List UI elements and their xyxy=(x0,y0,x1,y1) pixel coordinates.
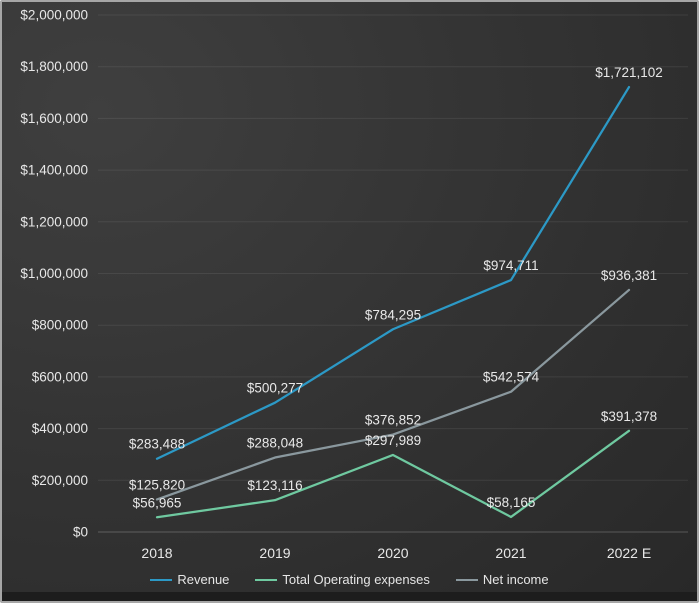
x-axis-label: 2021 xyxy=(495,545,526,561)
data-label: $288,048 xyxy=(247,436,303,451)
y-axis-label: $1,600,000 xyxy=(20,111,88,126)
legend-label: Total Operating expenses xyxy=(282,572,430,587)
bottom-strip xyxy=(2,592,697,601)
data-labels: $283,488 $500,277 $784,295 $974,711 $1,721,1… xyxy=(129,65,663,510)
y-axis-label: $1,400,000 xyxy=(20,163,88,178)
y-axis-label: $2,000,000 xyxy=(20,8,88,23)
series-lines xyxy=(155,85,631,519)
data-label: $56,965 xyxy=(133,495,182,510)
series-line-1 xyxy=(155,429,631,519)
x-axis-label: 2018 xyxy=(141,545,172,561)
x-axis-labels: 2018 2019 2020 2021 2022 E xyxy=(141,545,651,561)
y-axis-label: $0 xyxy=(73,525,88,540)
data-label: $1,721,102 xyxy=(595,65,663,80)
data-label: $500,277 xyxy=(247,381,303,396)
data-label: $125,820 xyxy=(129,477,185,492)
legend-item-total-operating-expenses: Total Operating expenses xyxy=(255,572,430,587)
x-axis-label: 2020 xyxy=(377,545,408,561)
revenue-line-swatch-icon xyxy=(150,578,173,581)
y-axis-label: $200,000 xyxy=(32,473,88,488)
data-label: $974,711 xyxy=(483,258,538,273)
data-label: $542,574 xyxy=(483,370,540,385)
y-axis-label: $1,800,000 xyxy=(20,59,88,74)
legend-item-net-income: Net income xyxy=(455,572,549,587)
x-axis-label: 2022 E xyxy=(607,545,651,561)
data-label: $123,116 xyxy=(247,478,302,493)
data-label: $784,295 xyxy=(365,307,421,322)
data-label: $58,165 xyxy=(487,495,536,510)
x-axis-label: 2019 xyxy=(259,545,290,561)
y-axis-label: $1,200,000 xyxy=(20,214,88,229)
legend-item-revenue: Revenue xyxy=(150,572,229,587)
data-label: $936,381 xyxy=(601,268,657,283)
net-income-line-swatch-icon xyxy=(455,578,478,581)
series-line-2 xyxy=(155,288,631,501)
data-label: $376,852 xyxy=(365,413,421,428)
series-line-0 xyxy=(155,85,631,460)
y-axis-label: $400,000 xyxy=(32,421,88,436)
legend-label: Revenue xyxy=(177,572,230,587)
y-axis-label: $800,000 xyxy=(32,318,88,333)
expenses-line-swatch-icon xyxy=(255,578,278,581)
data-label: $391,378 xyxy=(601,409,657,424)
chart-legend: Revenue Total Operating expenses Net inc… xyxy=(2,572,697,587)
legend-label: Net income xyxy=(482,572,549,587)
y-axis-label: $1,000,000 xyxy=(20,266,88,281)
data-label: $297,989 xyxy=(365,433,421,448)
data-label: $283,488 xyxy=(129,437,185,452)
y-axis-labels: $0 $200,000 $400,000 $600,000 $800,000 $1,000… xyxy=(20,8,88,540)
gridlines xyxy=(98,14,688,533)
y-axis-label: $600,000 xyxy=(32,369,88,384)
